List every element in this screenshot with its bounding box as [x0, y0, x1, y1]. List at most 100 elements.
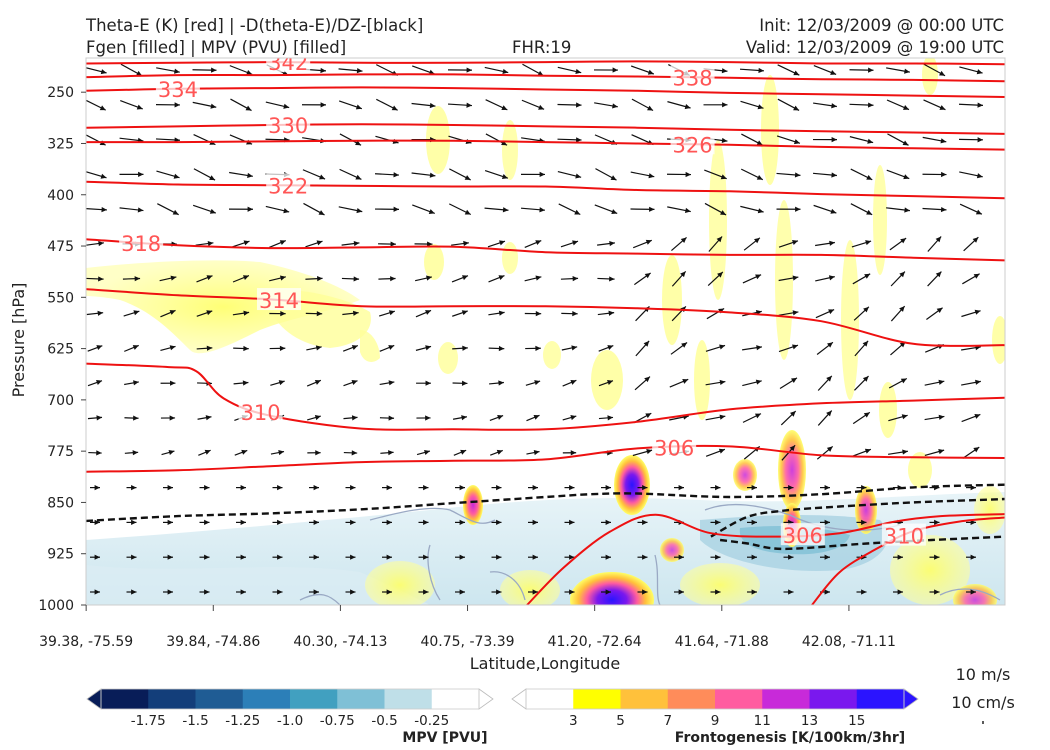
wind-vector-head: [94, 519, 100, 526]
wind-vector-head: [463, 240, 469, 247]
stability-contour-dashed: [719, 535, 1005, 551]
wind-vector-head: [970, 554, 976, 560]
wind-vector-head: [94, 484, 100, 491]
wind-vector-head: [976, 173, 983, 179]
wind-vector-head: [715, 519, 721, 526]
wind-vector-head: [240, 519, 246, 526]
fgen-patch: [841, 240, 859, 400]
wind-vector-head: [538, 104, 545, 110]
wind-vector-head: [535, 240, 542, 246]
wind-vector-head: [355, 104, 362, 110]
wind-vector-head: [607, 345, 614, 350]
wind-vector-head: [461, 310, 468, 316]
wind-vector-head: [684, 207, 691, 214]
colorbar-frame: [100, 688, 480, 710]
contour-label-bg: [155, 76, 200, 99]
wind-vector-head: [133, 415, 139, 421]
y-tick-label: 550: [47, 290, 74, 306]
wind-vector-head: [756, 345, 762, 351]
fgen-patch: [873, 165, 887, 275]
fgen-patch: [922, 58, 938, 95]
fgen-patch: [709, 140, 727, 300]
theta-e-contour-label: 310: [241, 401, 281, 425]
colorbar-tick-label: 15: [848, 713, 865, 729]
wind-vector-head: [350, 589, 356, 595]
wind-vector-head: [934, 519, 940, 526]
wind-vector-head: [612, 103, 618, 109]
wind-vector-head: [609, 276, 615, 282]
wind-vector-head: [645, 413, 652, 419]
wind-vector-head: [211, 67, 217, 73]
wind-vector-head: [283, 103, 290, 109]
wind-vector-head: [605, 554, 611, 560]
colorbar-extend-high: [903, 688, 919, 710]
wind-vector-head: [532, 589, 538, 595]
wind-vector-head: [569, 554, 575, 560]
x-tick-label: 40.30, -74.13: [293, 634, 387, 650]
wind-vector-head: [172, 209, 179, 215]
theta-e-contour: [86, 73, 1005, 83]
x-tick-label: 39.38, -75.59: [39, 634, 133, 650]
colorbar-swatch: [809, 689, 858, 709]
wind-vector-head: [205, 415, 212, 421]
wind-vector-head: [243, 240, 250, 246]
wind-vector-head: [429, 172, 436, 178]
wind-vector-head: [132, 450, 139, 456]
wind-vector-head: [350, 519, 356, 526]
wind-vector-head: [751, 519, 757, 526]
wind-vector-head: [792, 310, 799, 316]
wind-vector-head: [904, 68, 910, 74]
wind-vector-head: [533, 450, 540, 456]
wind-vector-head: [355, 174, 362, 180]
wind-vector-head: [830, 208, 837, 214]
wind-vector-head: [240, 484, 246, 491]
wind-vector-head: [133, 310, 140, 316]
x-tick-label: 41.20, -72.64: [548, 634, 642, 650]
wind-vector-head: [789, 411, 796, 417]
wind-vector-head: [96, 450, 102, 456]
y-tick-label: 775: [47, 444, 74, 460]
wind-vector-head: [534, 380, 541, 386]
fgen-patch: [733, 459, 757, 491]
wind-vector-head: [391, 105, 398, 111]
wind-vector-head: [169, 345, 176, 351]
wind-vector-head: [793, 105, 800, 111]
wind-vector-head: [388, 310, 395, 316]
wind-vector-head: [209, 175, 216, 181]
wind-vector-head: [246, 69, 253, 75]
wind-vector-head: [605, 589, 611, 595]
wind-vector-head: [429, 102, 436, 109]
mpv-outline-layer: [299, 503, 1001, 605]
fgen-patch: [662, 255, 682, 345]
valid-time: Valid: 12/03/2009 @ 19:00 UTC: [746, 38, 1004, 57]
fgen-patch: [360, 330, 380, 362]
colorbar-tick-label: 5: [616, 713, 625, 729]
wind-vector-head: [678, 554, 684, 560]
wind-vector-head: [353, 276, 360, 282]
wind-vector-head: [610, 175, 617, 181]
wind-vector-head: [96, 380, 102, 385]
y-tick-label: 700: [47, 393, 74, 409]
wind-vector-head: [459, 589, 465, 595]
wind-vector-head: [899, 306, 905, 312]
wind-vector-head: [204, 484, 210, 491]
wind-vector-head: [240, 589, 246, 595]
wind-vector-head: [461, 415, 467, 421]
wind-vector-head: [319, 174, 326, 180]
colorbar-tick-label: 9: [711, 713, 720, 729]
wind-vector-head: [206, 310, 213, 316]
theta-e-contour: [86, 288, 1005, 347]
wind-vector-head: [792, 344, 798, 350]
wind-vector-head: [824, 519, 830, 526]
wind-vector-head: [423, 484, 429, 491]
mpv-outline: [489, 571, 526, 601]
wind-vector-head: [899, 271, 905, 278]
wind-vector-head: [788, 484, 794, 491]
colorbar-swatch: [384, 689, 433, 709]
wind-vector-head: [938, 414, 945, 420]
theta-e-contour-label: 322: [268, 174, 308, 198]
wind-vector-head: [642, 519, 648, 526]
colorbar-tick-label: -1.5: [182, 713, 208, 729]
fgen-max-patch: [614, 455, 650, 515]
wind-vector-head: [240, 554, 246, 560]
